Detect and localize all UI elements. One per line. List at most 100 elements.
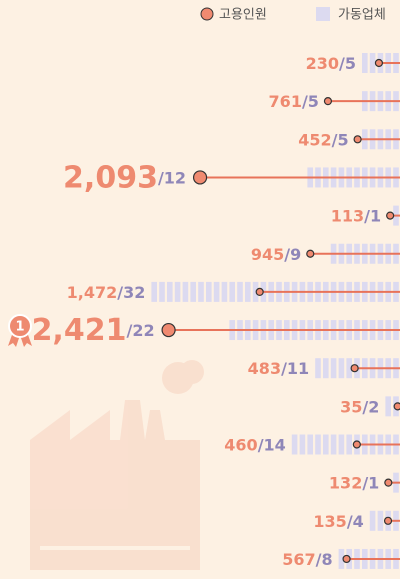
employee-dot [383, 516, 393, 525]
employee-dot [192, 170, 208, 185]
company-label: 4 [353, 511, 364, 530]
company-label: 12 [164, 168, 186, 187]
factory-illustration [30, 360, 204, 570]
employee-label: 567 [282, 549, 315, 568]
separator: / [362, 473, 368, 492]
row-label: 35/2 [340, 397, 379, 416]
employee-dot [386, 211, 395, 220]
company-label: 9 [290, 244, 301, 263]
company-square [151, 281, 157, 302]
company-square [190, 281, 196, 302]
row-label: 761/5 [269, 92, 319, 111]
separator: / [302, 92, 308, 111]
company-square [338, 434, 345, 455]
row-label: 113/1 [331, 206, 381, 225]
company-label: 5 [337, 130, 348, 149]
employee-dot [374, 58, 384, 68]
company-square [323, 434, 329, 455]
legend-label: 가동업체 [338, 8, 386, 23]
company-square [346, 358, 352, 379]
company-label: 5 [345, 54, 356, 73]
row-label: 452/5 [298, 130, 348, 149]
company-square [330, 358, 337, 379]
company-square [338, 358, 345, 379]
separator: / [339, 54, 345, 73]
company-square [221, 281, 228, 302]
company-square [237, 281, 243, 302]
company-square [385, 396, 391, 417]
employee-dot [161, 322, 176, 338]
company-square [362, 53, 368, 73]
employee-label: 2,421 [32, 313, 127, 348]
employee-label: 460 [224, 435, 257, 454]
company-square [346, 434, 352, 455]
company-label: 11 [287, 359, 309, 378]
row-label: 1,472/32 [67, 282, 146, 301]
employee-dot [350, 364, 359, 373]
separator: / [332, 130, 338, 149]
company-square [159, 281, 165, 302]
employee-dot [342, 554, 351, 564]
employee-dot [323, 97, 333, 106]
company-square [330, 434, 337, 455]
separator: / [258, 435, 264, 454]
employee-label: 35 [340, 397, 362, 416]
employee-label: 945 [251, 244, 284, 263]
separator: / [362, 397, 368, 416]
row-label: 132/1 [329, 473, 379, 492]
employee-dot [384, 478, 393, 487]
separator: / [284, 244, 290, 263]
separator: / [158, 168, 164, 187]
row-label: 2,093/12 [63, 160, 186, 195]
company-square [182, 281, 189, 302]
employee-label: 113 [331, 206, 364, 225]
company-square [198, 281, 204, 302]
company-square [174, 281, 181, 302]
separator: / [347, 511, 353, 530]
row-label: 483/11 [248, 359, 310, 378]
company-square [369, 53, 376, 73]
legend-marker [200, 7, 214, 21]
company-square [206, 281, 212, 302]
employee-dot [255, 287, 264, 296]
separator: / [364, 206, 370, 225]
row-label: 460/14 [224, 435, 286, 454]
row-label: 567/8 [282, 549, 332, 568]
employee-dot [352, 440, 361, 449]
company-label: 2 [368, 397, 379, 416]
employee-dot [353, 135, 362, 144]
separator: / [126, 321, 132, 340]
company-square [307, 434, 313, 455]
row-label: 945/9 [251, 244, 301, 263]
company-square [299, 434, 306, 455]
employee-label: 761 [269, 92, 302, 111]
row-label: 230/5 [306, 54, 356, 73]
employee-label: 2,093 [63, 160, 158, 195]
employee-dot [306, 249, 315, 258]
company-square [369, 510, 376, 531]
company-label: 1 [368, 473, 379, 492]
legend-label: 고용인원 [219, 8, 267, 23]
medal [8, 314, 32, 339]
row-label: 135/4 [313, 511, 363, 530]
company-square [338, 548, 345, 569]
separator: / [316, 549, 322, 568]
company-square [315, 434, 321, 455]
rank-label: 1 [15, 320, 24, 335]
company-label: 14 [264, 435, 286, 454]
company-square [291, 434, 298, 455]
company-square [245, 281, 251, 302]
employee-label: 452 [298, 130, 331, 149]
company-square [213, 281, 220, 302]
employee-dot [393, 402, 400, 411]
company-label: 8 [321, 549, 332, 568]
company-square [377, 510, 384, 531]
company-label: 22 [132, 321, 154, 340]
company-label: 32 [123, 282, 145, 301]
company-label: 1 [370, 206, 381, 225]
employee-label: 483 [248, 359, 281, 378]
employee-label: 1,472 [67, 282, 118, 301]
company-square [167, 281, 173, 302]
separator: / [117, 282, 123, 301]
